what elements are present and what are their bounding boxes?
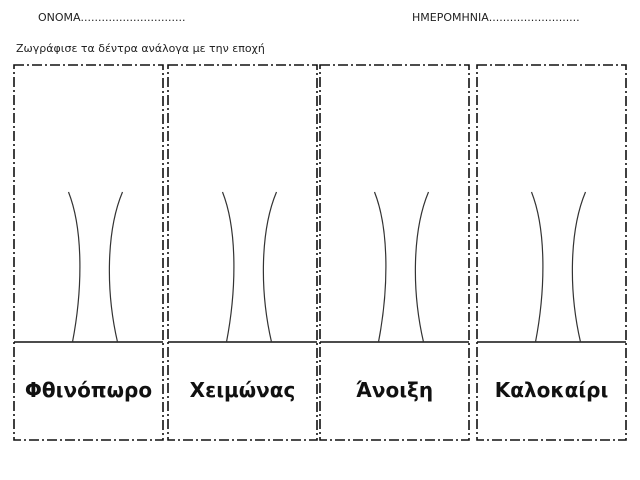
panel-border <box>319 64 470 441</box>
trunk-right <box>571 191 587 343</box>
date-field: ΗΜΕΡΟΜΗΝΙΑ.......................... <box>412 11 580 24</box>
trunk-left <box>221 191 235 343</box>
season-label: Φθινόπωρο <box>25 378 152 402</box>
instruction: Ζωγράφισε τα δέντρα ανάλογα με την εποχή <box>16 42 265 55</box>
trunk-left <box>530 191 544 343</box>
panel-border <box>13 64 164 441</box>
season-label: Καλοκαίρι <box>495 378 609 402</box>
trunk-left <box>373 191 387 343</box>
trunk-right <box>108 191 124 343</box>
season-label: Άνοιξη <box>356 378 433 402</box>
panel-border <box>476 64 627 441</box>
trunk-right <box>262 191 278 343</box>
trunk-left <box>67 191 81 343</box>
name-field: ΟΝΟΜΑ.............................. <box>38 11 185 24</box>
season-label: Χειμώνας <box>190 378 296 402</box>
trunk-right <box>414 191 430 343</box>
panel-border <box>167 64 318 441</box>
